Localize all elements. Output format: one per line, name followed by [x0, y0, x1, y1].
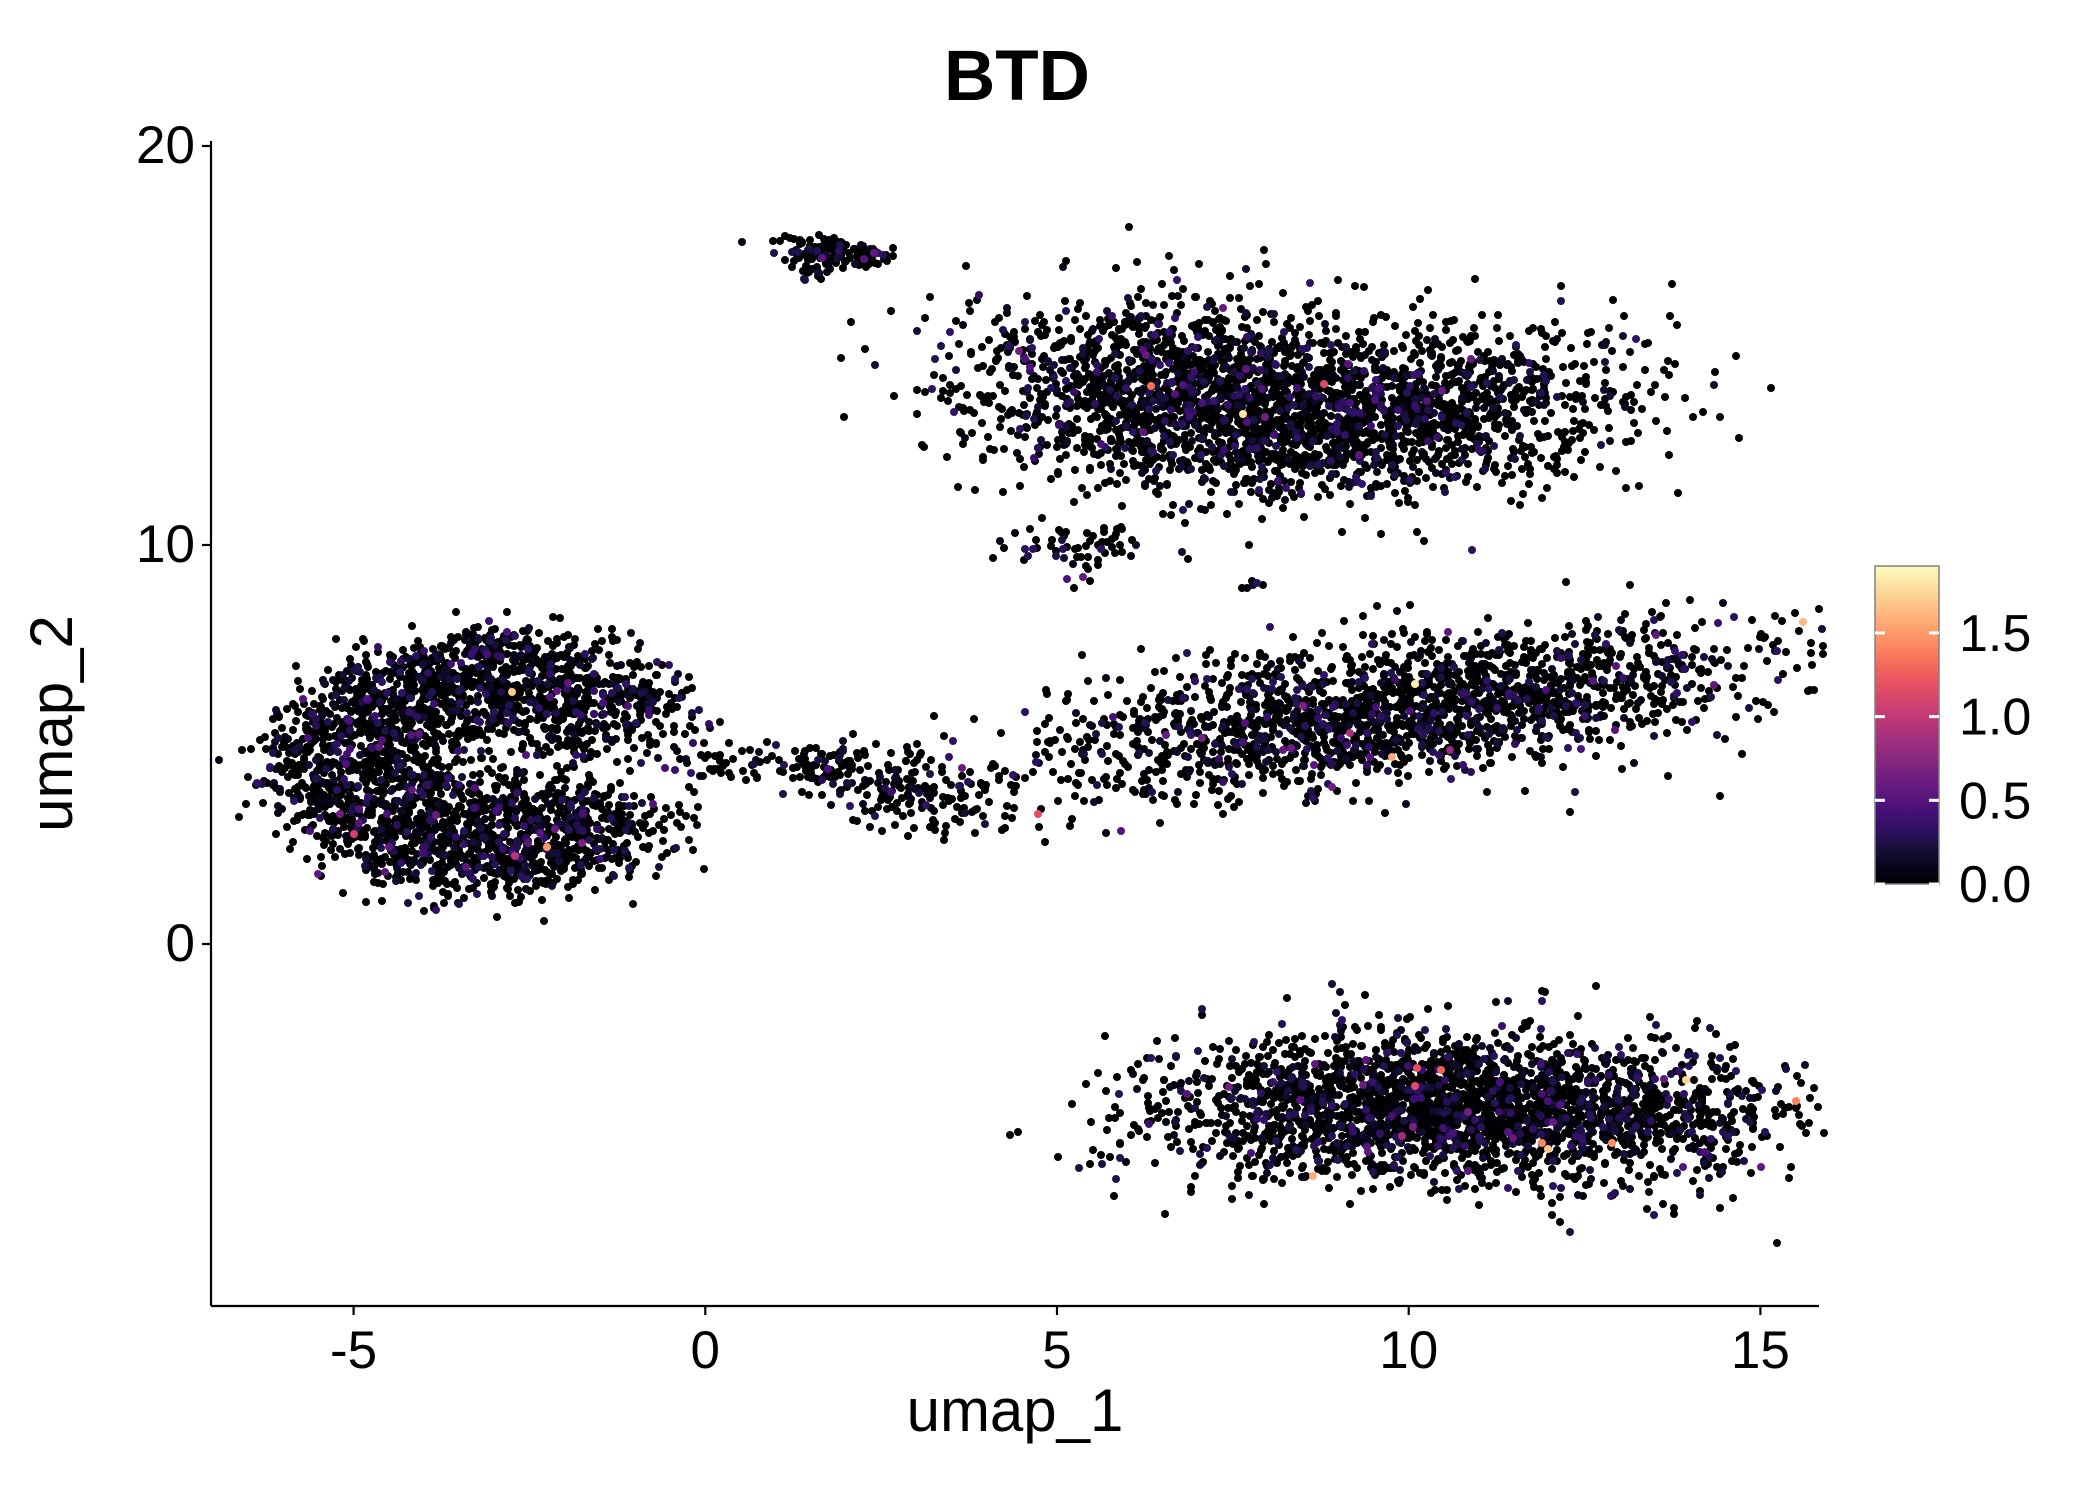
- svg-text:umap_1: umap_1: [907, 1377, 1124, 1444]
- svg-text:20: 20: [136, 116, 195, 175]
- svg-text:10: 10: [136, 515, 195, 574]
- svg-text:0: 0: [691, 1321, 720, 1380]
- svg-text:15: 15: [1731, 1321, 1790, 1380]
- svg-text:0: 0: [166, 914, 195, 973]
- svg-text:10: 10: [1379, 1321, 1438, 1380]
- svg-text:umap_2: umap_2: [18, 615, 85, 832]
- svg-text:5: 5: [1042, 1321, 1071, 1380]
- svg-text:BTD: BTD: [944, 37, 1090, 116]
- svg-text:-5: -5: [330, 1321, 377, 1380]
